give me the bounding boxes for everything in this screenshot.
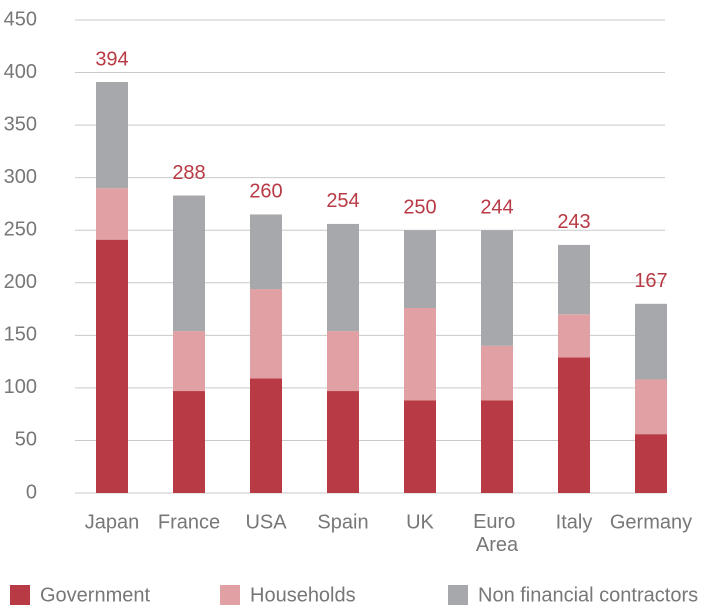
bar-segment	[558, 314, 590, 358]
x-tick-label: UK	[406, 511, 434, 533]
legend-label: Non financial contractors	[478, 584, 698, 606]
bar-segment	[635, 434, 667, 493]
bar-segment	[327, 391, 359, 493]
bar-segment	[404, 400, 436, 493]
y-tick-label: 0	[26, 481, 37, 503]
bar-segment	[173, 195, 205, 332]
total-label: 167	[634, 270, 667, 292]
legend-swatch	[220, 585, 240, 605]
y-tick-label: 450	[4, 8, 37, 30]
y-tick-label: 300	[4, 166, 37, 188]
total-label: 243	[557, 211, 590, 233]
bar-segment	[250, 378, 282, 493]
y-tick-label: 150	[4, 324, 37, 346]
bar-segment	[558, 244, 590, 315]
y-tick-label: 250	[4, 219, 37, 241]
x-tick-label: Spain	[317, 511, 368, 533]
legend-label: Households	[250, 584, 356, 606]
y-tick-label: 100	[4, 376, 37, 398]
bar-segment	[327, 223, 359, 332]
legend-swatch	[448, 585, 468, 605]
bar-segment	[327, 331, 359, 392]
bar-segment	[250, 214, 282, 290]
x-tick-label: USA	[245, 511, 287, 533]
y-tick-label: 350	[4, 113, 37, 135]
y-tick-label: 200	[4, 271, 37, 293]
bar-segment	[96, 188, 128, 240]
bar-segment	[404, 308, 436, 401]
total-label: 244	[480, 197, 513, 219]
total-label: 260	[249, 181, 282, 203]
x-tick-label: Italy	[556, 511, 593, 533]
x-tick-label: Japan	[85, 511, 140, 533]
bar-segment	[635, 303, 667, 380]
total-label: 394	[95, 48, 128, 70]
bar-segment	[481, 345, 513, 401]
total-label: 288	[172, 162, 205, 184]
legend-swatch	[10, 585, 30, 605]
bar-segment	[173, 331, 205, 392]
y-tick-label: 400	[4, 61, 37, 83]
total-label: 254	[326, 190, 359, 212]
total-label: 250	[403, 197, 436, 219]
bar-segment	[96, 239, 128, 493]
bar-segment	[635, 379, 667, 435]
bar-segment	[558, 357, 590, 493]
y-tick-label: 50	[15, 429, 37, 451]
x-tick-label: Germany	[610, 511, 692, 533]
bar-segment	[173, 391, 205, 493]
x-tick-label: Euro Area	[473, 511, 521, 556]
x-tick-label: France	[158, 511, 220, 533]
bar-segment	[96, 82, 128, 189]
bar-segment	[250, 289, 282, 379]
bar-segment	[404, 230, 436, 309]
bar-segment	[481, 400, 513, 493]
legend-label: Government	[40, 584, 150, 606]
bar-segment	[481, 230, 513, 346]
